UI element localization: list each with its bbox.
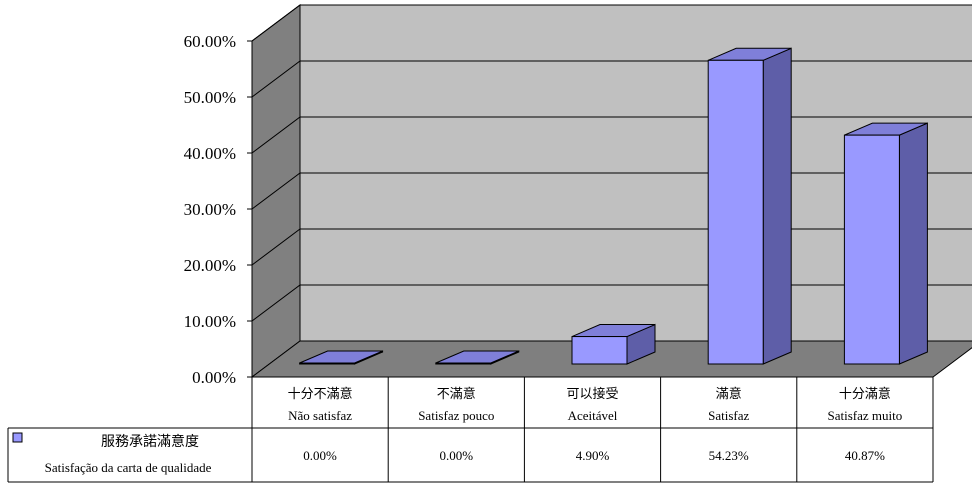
y-tick-label: 10.00%	[184, 312, 236, 331]
data-label: 0.00%	[303, 448, 337, 463]
x-tick-label-pt: Não satisfaz	[288, 408, 352, 423]
y-tick-label: 50.00%	[184, 88, 236, 107]
x-tick-label-zh: 可以接受	[566, 386, 618, 402]
y-tick-label: 20.00%	[184, 256, 236, 275]
x-tick-label-zh: 十分滿意	[839, 386, 891, 402]
y-axis-ticks: 0.00% 10.00% 20.00% 30.00% 40.00% 50.00% 60.00…	[184, 32, 253, 387]
y-tick-label: 40.00%	[184, 144, 236, 163]
data-label: 0.00%	[440, 448, 474, 463]
bar	[571, 323, 656, 365]
x-tick-label-pt: Satisfaz muito	[828, 408, 903, 423]
x-tick-label-zh: 不滿意	[437, 386, 476, 402]
bar	[707, 47, 792, 365]
data-label: 40.87%	[845, 448, 885, 463]
data-label: 4.90%	[576, 448, 610, 463]
legend-label-pt: Satisfação da carta de qualidade	[45, 460, 212, 475]
data-label: 54.23%	[709, 448, 749, 463]
bar-front	[707, 59, 764, 365]
y-tick-label: 60.00%	[184, 32, 236, 51]
gridline	[251, 4, 972, 42]
y-tick-label: 30.00%	[184, 200, 236, 219]
data-table: 十分不滿意 Não satisfaz 0.00% 不滿意 Satisfaz pouco 0…	[7, 376, 934, 483]
bar-front	[571, 336, 628, 365]
y-tick-label: 0.00%	[192, 368, 236, 387]
bar-side	[762, 47, 792, 365]
x-tick-label-zh: 十分不滿意	[288, 386, 353, 402]
x-tick-label-zh: 滿意	[716, 386, 742, 402]
x-tick-label-pt: Aceitável	[568, 408, 618, 423]
bar-front	[843, 134, 900, 365]
bar-side	[898, 122, 928, 365]
bars	[299, 47, 928, 365]
bar	[435, 350, 520, 365]
x-tick-label-pt: Satisfaz	[708, 408, 749, 423]
bar-front	[299, 362, 356, 365]
bar-front	[435, 362, 492, 365]
bar	[299, 350, 384, 365]
x-tick-label-pt: Satisfaz pouco	[418, 408, 494, 423]
legend-swatch	[12, 432, 23, 443]
legend-label-zh: 服務承諾滿意度	[101, 433, 199, 450]
bar	[843, 122, 928, 365]
